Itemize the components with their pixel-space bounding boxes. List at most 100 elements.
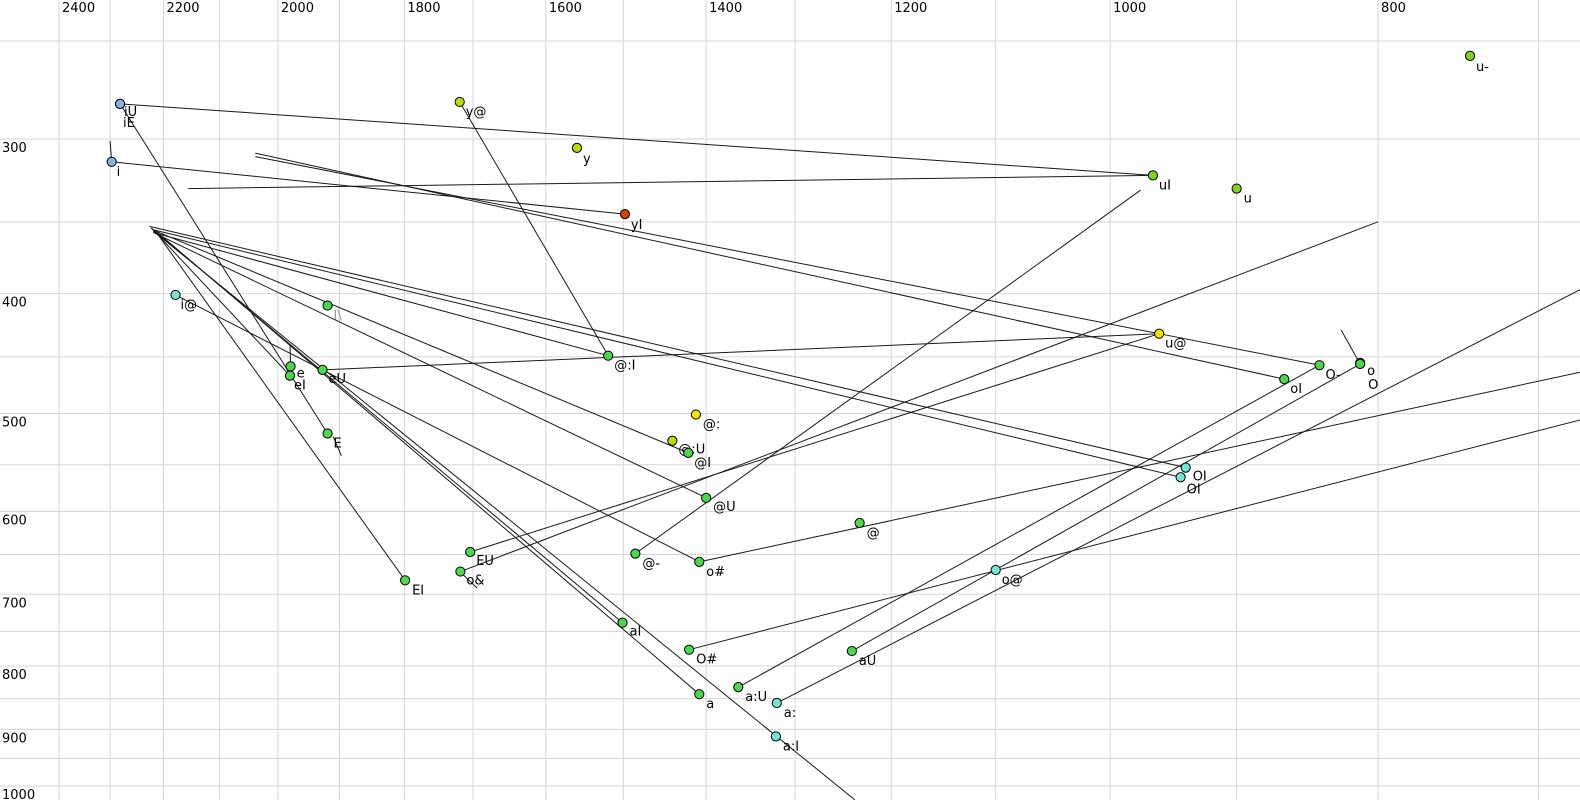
trajectory-line: [151, 228, 1181, 478]
trajectory-line: [157, 232, 700, 695]
data-point-marker: [846, 645, 857, 657]
data-point-label: u@: [1165, 337, 1186, 352]
x-axis-tick-label: 1200: [894, 1, 927, 16]
data-point-marker: [854, 517, 865, 529]
trajectory-line: [153, 230, 291, 376]
data-point-marker: [317, 364, 328, 375]
data-point-label: i: [117, 165, 121, 180]
data-point-label: OI: [1193, 470, 1207, 485]
data-point-label: eU: [329, 372, 347, 387]
data-point-label: @:: [703, 418, 720, 433]
x-axis-tick-label: 2200: [166, 1, 199, 16]
trajectory-line: [111, 161, 625, 215]
data-point-marker: [455, 566, 466, 577]
data-point-marker: [1180, 462, 1191, 473]
trajectory-line: [188, 174, 1153, 190]
y-axis-tick-label: 600: [2, 513, 27, 528]
trajectory-line: [462, 574, 478, 589]
data-point-marker: [1279, 374, 1290, 385]
data-point-marker: [690, 409, 701, 420]
x-axis-tick-label: 800: [1381, 1, 1406, 16]
data-point-label: @U: [713, 500, 736, 515]
data-point-marker: [684, 644, 695, 655]
y-axis-tick-label: 400: [2, 296, 27, 311]
data-point-label: uI: [1159, 178, 1171, 193]
y-axis-tick-label: 1000: [2, 788, 35, 800]
data-point-marker: [1231, 183, 1242, 194]
trajectory-line: [322, 333, 1160, 371]
trajectory-line: [776, 289, 1580, 704]
data-point-marker: [630, 548, 641, 559]
data-point-marker: [667, 435, 678, 446]
data-point-label: E: [334, 437, 342, 452]
data-point-label: a:U: [745, 690, 767, 705]
data-point-label: o@: [1002, 573, 1023, 588]
trajectory-line: [1159, 333, 1320, 366]
data-point-label: OI: [1187, 482, 1201, 497]
data-point-marker: [1314, 360, 1325, 371]
trajectory-line: [255, 152, 1285, 380]
data-point-marker: [770, 731, 781, 742]
data-point-marker: [683, 447, 694, 458]
trajectory-line: [460, 221, 1379, 573]
data-point-marker: [694, 556, 705, 567]
y-axis-tick-label: 300: [2, 141, 27, 156]
data-point-marker: [990, 564, 1001, 576]
data-point-marker: [399, 575, 411, 586]
y-axis-tick-label: 700: [2, 596, 27, 611]
data-point-marker: [1464, 50, 1476, 61]
x-axis-tick-label: 1000: [1113, 1, 1146, 16]
data-point-label: e: [297, 366, 305, 381]
data-point-marker: [454, 96, 465, 108]
data-point-label: y@: [466, 105, 487, 120]
data-point-label: iE: [123, 116, 135, 131]
data-point-label: a:: [784, 706, 796, 721]
data-point-label: o#: [706, 565, 725, 580]
data-point-marker: [617, 617, 628, 628]
data-point-marker: [170, 289, 181, 301]
trajectory-line: [688, 419, 1580, 651]
x-axis-tick-label: 2400: [62, 1, 95, 16]
data-point-label: oI: [1290, 382, 1302, 397]
trajectory-line: [851, 363, 1361, 652]
data-point-label: o: [1367, 364, 1375, 379]
y-axis-tick-label: 800: [2, 668, 27, 683]
data-point-marker: [284, 370, 296, 381]
y-axis-tick-label: 500: [2, 415, 27, 430]
data-point-label: O#: [696, 653, 717, 668]
trajectory-line: [155, 230, 689, 454]
data-point-marker: [322, 428, 333, 439]
y-axis-tick-label: 900: [2, 731, 27, 746]
data-point-label: a: [706, 697, 714, 712]
data-point-label: a:I: [783, 739, 799, 754]
data-point-marker: [619, 209, 631, 220]
trajectory-line: [149, 225, 1186, 469]
data-point-label: @:I: [614, 359, 635, 374]
trajectory-line: [152, 230, 856, 800]
data-point-marker: [114, 98, 126, 109]
data-point-label: EU: [476, 554, 494, 569]
trajectory-line: [155, 232, 406, 581]
x-axis-tick-label: 2000: [281, 1, 314, 16]
data-point-label: @I: [694, 456, 711, 471]
data-point-label: aU: [859, 654, 876, 669]
data-point-label: O: [1368, 378, 1378, 393]
trajectory-line: [158, 233, 609, 357]
data-point-marker: [465, 546, 476, 558]
data-point-marker: [322, 300, 333, 311]
data-point-marker: [571, 142, 583, 153]
data-point-marker: [771, 697, 782, 709]
trajectory-line: [1340, 329, 1361, 365]
data-point-label: o&: [466, 574, 484, 589]
trajectory-line: [635, 189, 1141, 555]
trajectory-line: [120, 103, 1153, 176]
trajectory-line: [699, 371, 1580, 563]
trajectory-line: [459, 101, 609, 356]
data-point-label: O-: [1325, 368, 1341, 383]
trajectory-line: [738, 364, 1320, 688]
data-point-marker: [1355, 358, 1366, 370]
data-point-label: eI: [294, 379, 306, 394]
